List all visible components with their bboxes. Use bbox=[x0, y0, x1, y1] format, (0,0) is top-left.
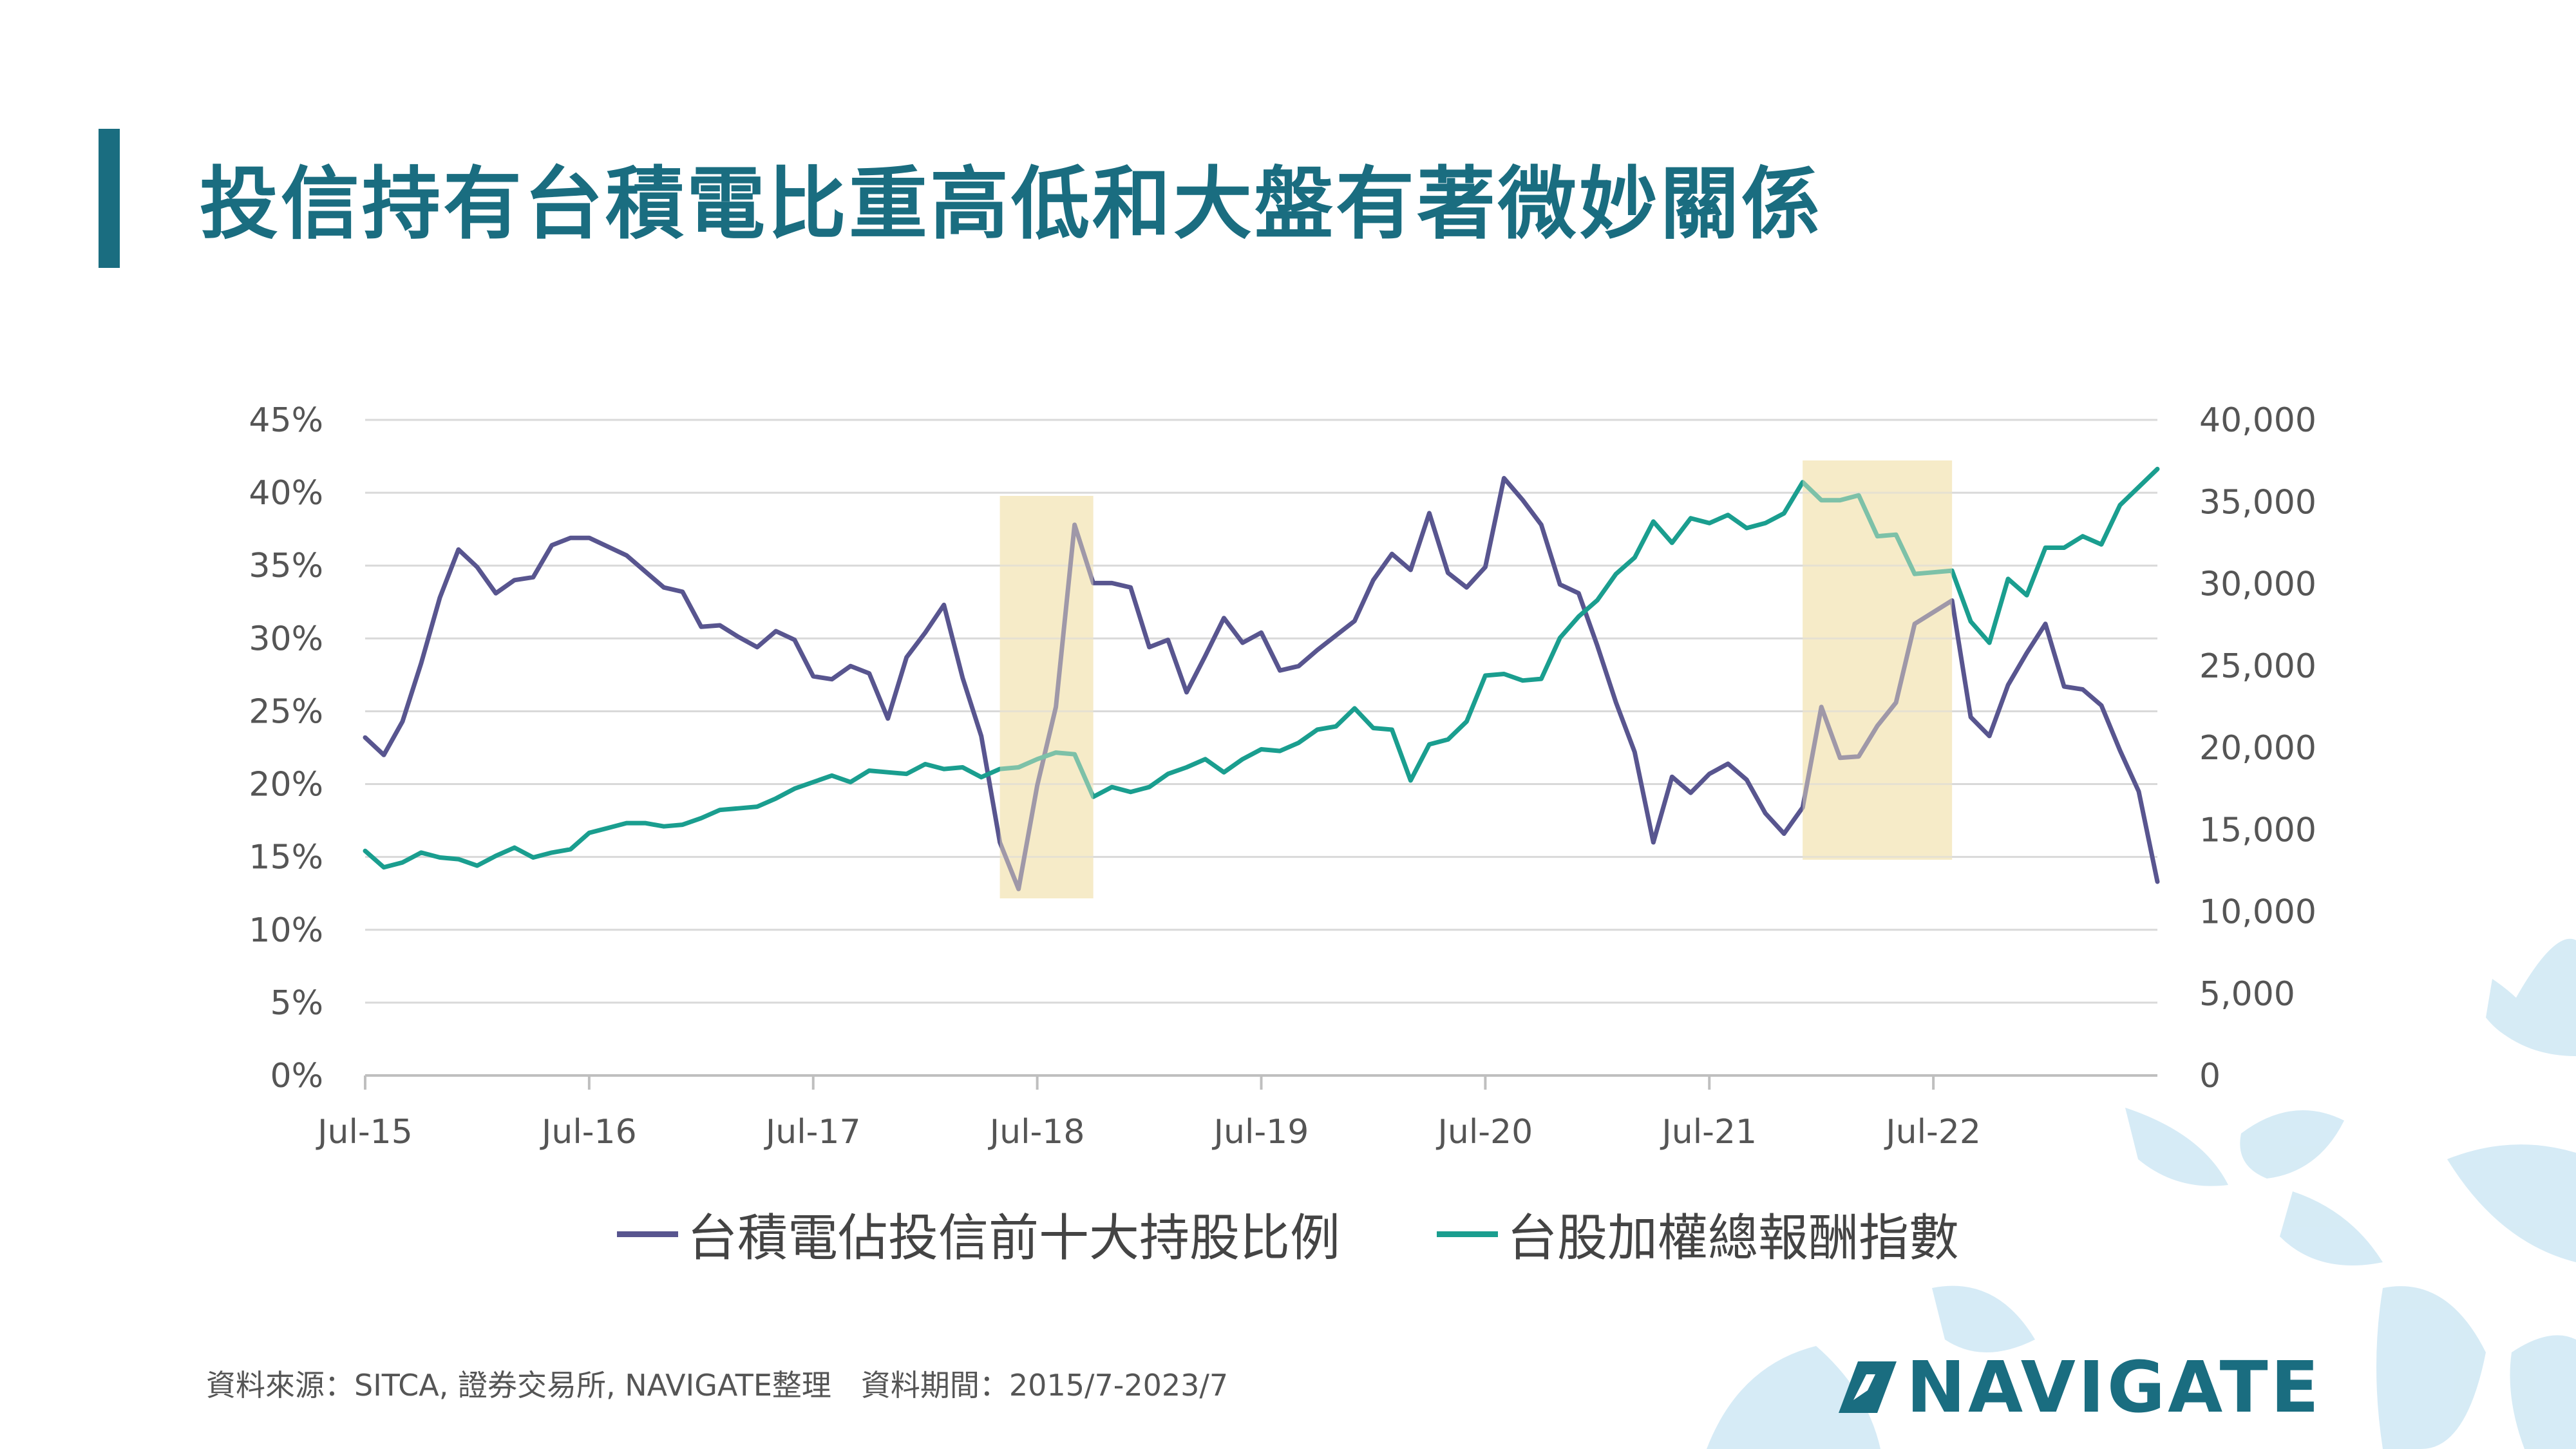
legend-item-taiex-return: 台股加權總報酬指數 bbox=[1437, 1198, 1959, 1270]
right-axis-tick-label: 35,000 bbox=[2199, 483, 2316, 522]
legend-item-tsmc-share: 台積電佔投信前十大持股比例 bbox=[616, 1198, 1340, 1270]
left-axis-tick-label: 25% bbox=[249, 692, 323, 731]
axes bbox=[364, 1074, 2157, 1090]
legend-swatch-taiex-return bbox=[1437, 1231, 1498, 1237]
left-axis-tick-label: 30% bbox=[249, 620, 323, 658]
navigate-logo-mark-icon bbox=[1839, 1361, 1897, 1413]
legend: 台積電佔投信前十大持股比例 台股加權總報酬指數 bbox=[0, 1198, 2576, 1270]
x-axis-tick-label: Jul-18 bbox=[988, 1113, 1085, 1151]
page-title: 投信持有台積電比重高低和大盤有著微妙關係 bbox=[200, 158, 1823, 250]
left-axis-tick-label: 20% bbox=[249, 766, 323, 804]
series-line-tsmc-share bbox=[363, 476, 2160, 891]
legend-label-taiex-return: 台股加權總報酬指數 bbox=[1507, 1209, 1960, 1267]
highlight-band-overlay-2 bbox=[1803, 460, 1953, 860]
legend-swatch-tsmc-share bbox=[616, 1231, 678, 1237]
left-axis-tick-label: 10% bbox=[249, 911, 323, 950]
x-axis-tick-label: Jul-15 bbox=[316, 1113, 413, 1151]
highlight-band-1 bbox=[999, 496, 1094, 898]
left-axis-tick-label: 5% bbox=[270, 984, 324, 1023]
grid-lines bbox=[365, 419, 2157, 1004]
legend-label-tsmc-share: 台積電佔投信前十大持股比例 bbox=[687, 1209, 1340, 1267]
left-axis-tick-label: 45% bbox=[249, 401, 323, 440]
x-axis-tick-label: Jul-17 bbox=[764, 1113, 861, 1151]
x-axis-tick-label: Jul-22 bbox=[1884, 1113, 1981, 1151]
right-axis-tick-label: 30,000 bbox=[2199, 565, 2316, 604]
right-axis-tick-label: 0 bbox=[2199, 1057, 2221, 1095]
left-axis-tick-label: 35% bbox=[249, 547, 323, 585]
tick-labels: 0% 5% 10% 15% 20% 25% 30% 35% 40% 45% 0 5,000 10,000… bbox=[249, 401, 2316, 1151]
x-axis-tick-label: Jul-19 bbox=[1212, 1113, 1309, 1151]
left-axis-tick-label: 40% bbox=[249, 474, 323, 513]
highlight-band-2 bbox=[1803, 460, 1953, 860]
right-axis-tick-label: 25,000 bbox=[2199, 647, 2316, 686]
left-axis-tick-label: 0% bbox=[270, 1057, 324, 1095]
navigate-logo-text: NAVIGATE bbox=[1906, 1346, 2322, 1428]
source-footnote: 資料來源：SITCA, 證券交易所, NAVIGATE整理 資料期間：2015/… bbox=[206, 1368, 1229, 1403]
highlight-bands bbox=[999, 460, 1953, 898]
right-axis-tick-label: 20,000 bbox=[2199, 729, 2316, 768]
right-axis-tick-label: 10,000 bbox=[2199, 893, 2316, 932]
right-axis-tick-label: 5,000 bbox=[2199, 975, 2295, 1014]
left-axis-tick-label: 15% bbox=[249, 838, 323, 877]
right-axis-tick-label: 15,000 bbox=[2199, 811, 2316, 849]
x-axis-tick-label: Jul-20 bbox=[1436, 1113, 1533, 1151]
series-lines bbox=[363, 460, 2160, 898]
x-axis-tick-label: Jul-16 bbox=[540, 1113, 637, 1151]
title-accent-bar bbox=[99, 129, 120, 268]
right-axis-tick-label: 40,000 bbox=[2199, 401, 2316, 440]
x-axis-tick-label: Jul-21 bbox=[1660, 1113, 1757, 1151]
navigate-logo: NAVIGATE bbox=[1835, 1346, 2322, 1428]
series-line-taiex-return bbox=[363, 466, 2160, 870]
highlight-band-overlay-1 bbox=[999, 496, 1094, 898]
